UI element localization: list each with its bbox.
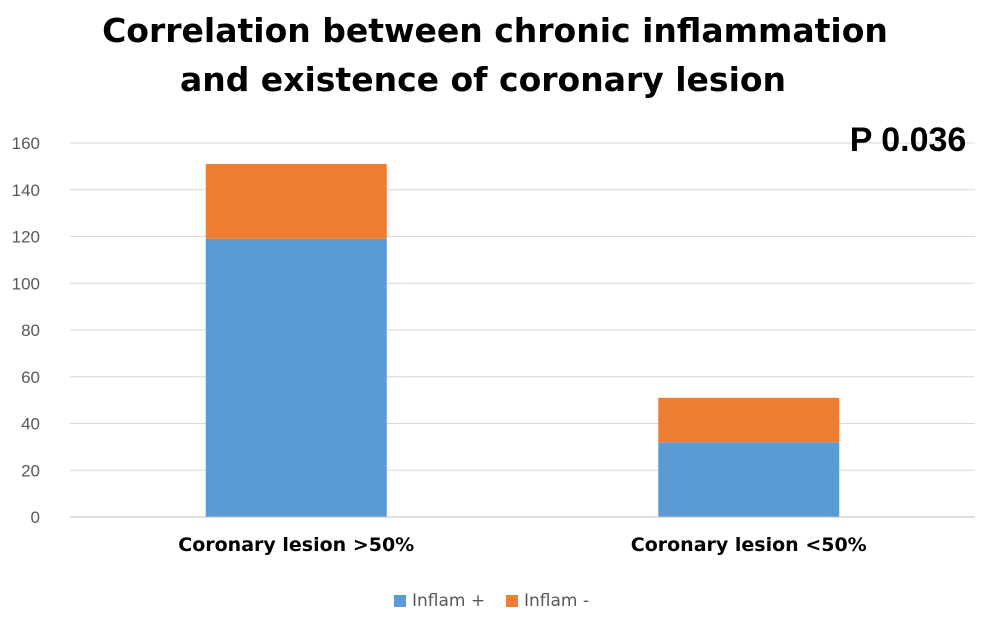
x-category-label: Coronary lesion >50%	[178, 534, 414, 556]
p-value-annotation: P 0.036	[850, 121, 967, 159]
y-tick-label: 60	[21, 368, 40, 387]
bar-segment	[205, 238, 387, 517]
legend-swatch	[506, 595, 518, 607]
legend: Inflam + Inflam -	[394, 591, 589, 611]
x-category-label: Coronary lesion <50%	[631, 534, 867, 556]
y-axis-ticks: 0 20 40 60 80 100 120 140 160	[12, 134, 40, 527]
p-value-background	[830, 118, 990, 162]
y-tick-label: 140	[12, 181, 40, 200]
chart-title-line-1: Correlation between chronic inflammation	[102, 11, 888, 50]
bars	[205, 164, 840, 517]
bar-segment	[658, 397, 840, 443]
chart-title-line-2: and existence of coronary lesion	[180, 60, 786, 99]
y-tick-label: 20	[21, 461, 40, 480]
bar-segment	[658, 442, 840, 517]
bar-segment	[205, 164, 387, 239]
chart-title: Correlation between chronic inflammation…	[102, 11, 888, 99]
y-tick-label: 0	[31, 508, 40, 527]
y-tick-label: 100	[12, 274, 40, 293]
legend-swatch	[394, 595, 406, 607]
y-tick-label: 40	[21, 415, 40, 434]
x-axis-labels: Coronary lesion >50% Coronary lesion <50%	[178, 534, 866, 556]
y-tick-label: 80	[21, 321, 40, 340]
legend-label: Inflam +	[412, 591, 485, 611]
legend-label: Inflam -	[524, 591, 589, 611]
y-tick-label: 120	[12, 228, 40, 247]
y-tick-label: 160	[12, 134, 40, 153]
